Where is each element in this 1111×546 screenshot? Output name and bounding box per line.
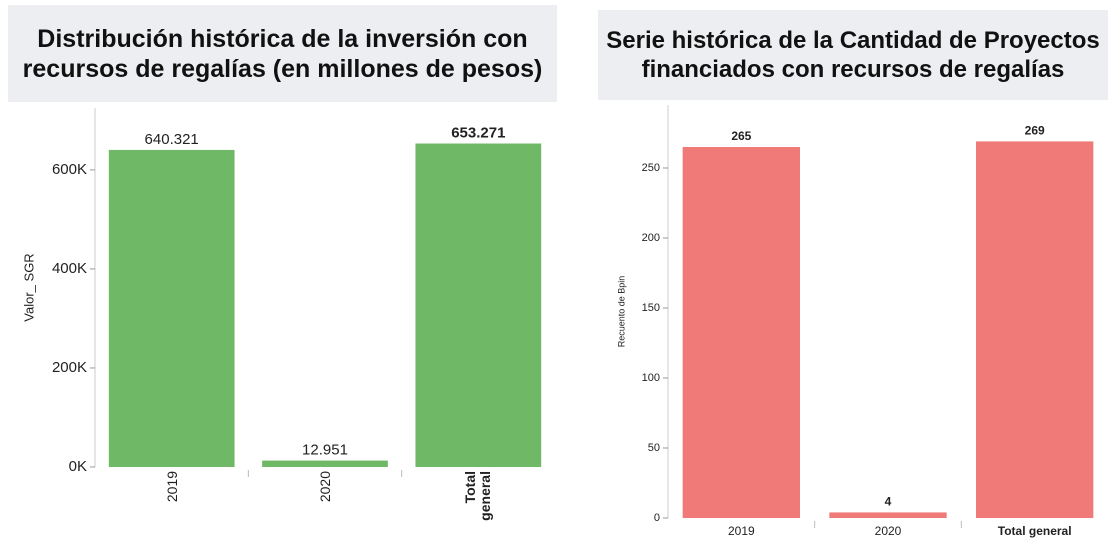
value-label: 269 [1025,124,1045,138]
x-tick-label: 2019 [728,524,755,538]
x-tick-label: Total general [998,524,1072,538]
chart-title: Serie histórica de la Cantidad de Proyec… [598,10,1108,100]
bar [262,460,388,467]
value-label: 640.321 [145,131,199,148]
bar [682,147,800,518]
value-label: 265 [731,129,751,143]
value-label: 4 [885,495,892,509]
y-tick-label: 200 [642,232,660,244]
y-tick-label: 400K [52,260,87,277]
y-tick-label: 250 [642,162,660,174]
chart-title: Distribución histórica de la inversión c… [8,5,557,102]
bar [976,141,1094,518]
y-tick-label: 600K [52,161,87,178]
x-tick-label: 2020 [316,471,333,503]
value-label: 12.951 [302,442,348,459]
x-tick-label: 2019 [163,471,180,503]
y-tick-label: 150 [642,302,660,314]
y-tick-label: 100 [642,372,660,384]
x-tick-label: Total general [462,471,494,521]
y-tick-label: 0 [654,512,660,524]
bar [415,143,542,467]
bar [829,512,947,518]
y-axis-label: Valor_ SGR [21,253,36,321]
y-axis-label: Recuento de Bpin [616,276,626,348]
x-tick-label: 2020 [875,524,902,538]
value-label: 653.271 [451,124,505,141]
y-tick-label: 0K [69,458,87,475]
y-tick-label: 200K [52,359,87,376]
bar [108,149,235,467]
y-tick-label: 50 [648,442,660,454]
